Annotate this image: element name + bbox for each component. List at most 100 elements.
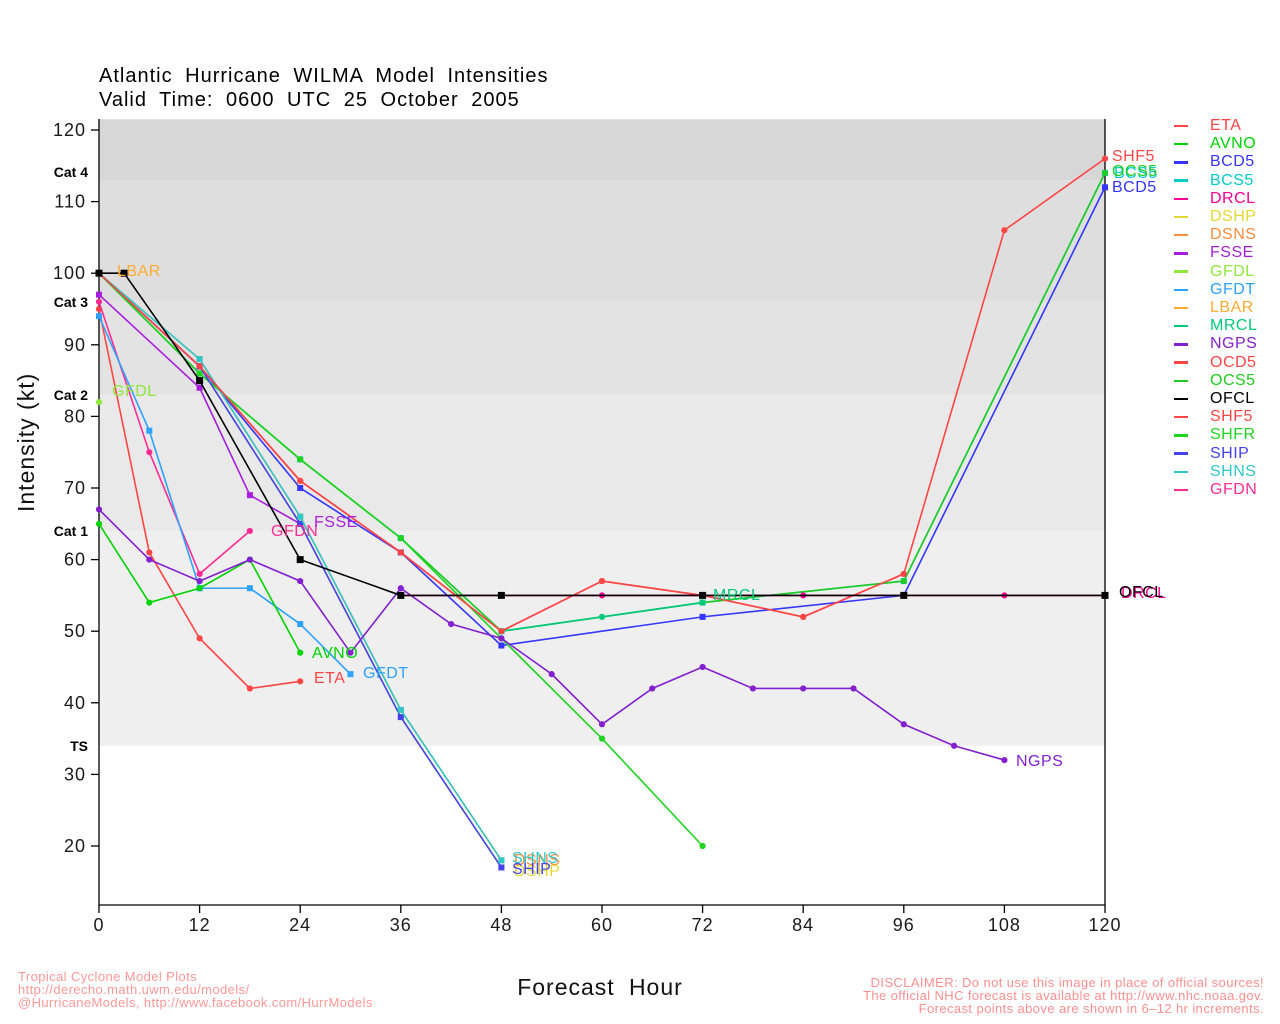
legend-swatch-SHFR bbox=[1174, 434, 1188, 437]
legend-item-AVNO: AVNO bbox=[1174, 135, 1256, 153]
series-NGPS-point-h60 bbox=[598, 721, 606, 728]
legend-label-GFDT: GFDT bbox=[1210, 280, 1256, 298]
series-NGPS-point-h24 bbox=[297, 577, 304, 585]
plot-label-NGPS: NGPS bbox=[1016, 753, 1063, 770]
plot-label-BCS5: BCS5 bbox=[1114, 165, 1158, 182]
legend-swatch-SHF5 bbox=[1174, 415, 1188, 419]
legend-swatch-ETA bbox=[1174, 124, 1188, 128]
y-tick-label-70: 70 bbox=[64, 478, 86, 498]
series-SHNS-point-h36 bbox=[397, 706, 404, 713]
series-BCD5-point-h48 bbox=[498, 642, 505, 649]
series-ETA bbox=[95, 305, 304, 692]
disclaimer-line-2: The official NHC forecast is available a… bbox=[863, 988, 1264, 1003]
series-SHIP-point-h36 bbox=[397, 714, 404, 721]
legend-label-NGPS: NGPS bbox=[1210, 335, 1258, 353]
legend-item-GFDN: GFDN bbox=[1174, 481, 1257, 499]
disclaimer-text: DISCLAIMER: Do not use this image in pla… bbox=[863, 975, 1264, 1016]
category-label-Cat-4: Cat 4 bbox=[54, 164, 88, 180]
disclaimer-line-3: Forecast points above are shown in 6–12 … bbox=[918, 1001, 1264, 1016]
series-NGPS-point-h84 bbox=[800, 685, 807, 692]
legend-item-BCS5: BCS5 bbox=[1174, 172, 1254, 190]
series-GFDN-line bbox=[98, 301, 251, 576]
chart-title-block: Atlantic Hurricane WILMA Model Intensiti… bbox=[99, 64, 549, 112]
series-SHF5-point-h84 bbox=[800, 613, 807, 620]
series-SHF5-point-h12 bbox=[196, 363, 203, 370]
legend-swatch-NGPS bbox=[1174, 343, 1188, 346]
legend-swatch-DRCL bbox=[1174, 197, 1188, 201]
series-GFDN-point-h6 bbox=[146, 449, 153, 456]
series-MRCL-point-h72 bbox=[699, 599, 706, 606]
series-GFDL bbox=[95, 398, 103, 406]
series-NGPS-point-h96 bbox=[900, 721, 907, 728]
series-BCD5-point-h24 bbox=[297, 485, 304, 491]
series-NGPS-point-h72 bbox=[699, 663, 706, 671]
series-NGPS-point-h42 bbox=[448, 620, 455, 628]
series-NGPS-point-h48 bbox=[498, 635, 505, 642]
credit-line-2: http://derecho.math.uwm.edu/models/ bbox=[18, 982, 250, 997]
legend-item-SHF5: SHF5 bbox=[1174, 408, 1253, 426]
category-label-Cat-2: Cat 2 bbox=[54, 387, 88, 403]
series-OFCL-point-h3 bbox=[120, 269, 128, 277]
series-BCD5-point-h120 bbox=[1102, 184, 1108, 191]
legend-label-SHIP: SHIP bbox=[1210, 444, 1250, 462]
series-OFCL-point-h72 bbox=[699, 591, 707, 599]
series-NGPS-point-h12 bbox=[196, 577, 203, 585]
series-GFDT-point-h24 bbox=[297, 621, 304, 628]
series-SHNS-point-h48 bbox=[498, 857, 505, 864]
legend-swatch-BCD5 bbox=[1174, 161, 1188, 164]
series-FSSE-line bbox=[98, 294, 301, 525]
legend-item-SHFR: SHFR bbox=[1174, 426, 1256, 444]
series-NGPS-point-h108 bbox=[1001, 756, 1008, 764]
series-OFCL-point-h120 bbox=[1101, 591, 1109, 599]
plot-label-OCS5: OCS5 bbox=[1112, 163, 1158, 180]
legend-label-BCD5: BCD5 bbox=[1210, 153, 1255, 171]
series-OFCL bbox=[95, 269, 1109, 599]
series-SHF5-point-h48 bbox=[498, 628, 505, 635]
legend-swatch-SHIP bbox=[1174, 452, 1188, 455]
legend-swatch-GFDL bbox=[1174, 270, 1188, 273]
legend-label-OCD5: OCD5 bbox=[1210, 353, 1257, 371]
series-SHNS-point-h12 bbox=[196, 356, 203, 363]
legend-item-GFDT: GFDT bbox=[1174, 281, 1256, 299]
y-tick-label-80: 80 bbox=[64, 406, 86, 426]
legend-swatch-DSHP bbox=[1174, 215, 1188, 219]
legend-swatch-GFDT bbox=[1174, 288, 1188, 292]
series-SHF5-point-h120 bbox=[1101, 155, 1109, 162]
series-NGPS-point-h36 bbox=[397, 585, 404, 592]
series-NGPS-point-h66 bbox=[649, 685, 656, 692]
series-OCS5-point-h96 bbox=[900, 577, 907, 585]
disclaimer-line-1: DISCLAIMER: Do not use this image in pla… bbox=[870, 975, 1264, 990]
series-FSSE-point-h12 bbox=[196, 384, 203, 391]
series-NGPS-point-h6 bbox=[146, 556, 153, 563]
legend-item-DSHP: DSHP bbox=[1174, 208, 1256, 226]
plot-label-DRCL: DRCL bbox=[1121, 585, 1167, 602]
plot-label-SHNS: SHNS bbox=[512, 850, 558, 867]
series-OFCL-point-h96 bbox=[900, 591, 908, 599]
series-GFDT-point-h30 bbox=[347, 671, 354, 678]
series-FSSE-point-h18 bbox=[246, 492, 253, 499]
series-GFDT-point-h18 bbox=[246, 585, 253, 592]
legend-item-GFDL: GFDL bbox=[1174, 263, 1255, 281]
y-tick-label-30: 30 bbox=[64, 764, 86, 784]
series-NGPS-point-h54 bbox=[548, 671, 555, 678]
plot-label-ETA: ETA bbox=[314, 670, 345, 687]
series-SHF5-point-h108 bbox=[1001, 227, 1008, 234]
legend-label-BCS5: BCS5 bbox=[1210, 171, 1254, 189]
series-OFCL-point-h48 bbox=[497, 591, 505, 599]
category-label-TS: TS bbox=[70, 738, 88, 754]
series-GFDL-point-h0 bbox=[95, 398, 103, 406]
series-SHF5-point-h96 bbox=[900, 570, 907, 578]
legend-label-MRCL: MRCL bbox=[1210, 317, 1258, 335]
y-tick-label-40: 40 bbox=[64, 693, 86, 713]
x-tick-label-48: 48 bbox=[490, 915, 512, 935]
legend-item-DRCL: DRCL bbox=[1174, 190, 1256, 208]
y-tick-label-90: 90 bbox=[64, 335, 86, 355]
series-SHFR-point-h60 bbox=[598, 735, 606, 742]
series-SHF5-point-h36 bbox=[397, 549, 404, 556]
legend-label-GFDN: GFDN bbox=[1210, 481, 1258, 498]
series-OFCL-point-h24 bbox=[296, 556, 304, 564]
x-tick-label-72: 72 bbox=[692, 915, 714, 935]
series-OFCL-point-h12 bbox=[196, 377, 204, 385]
x-tick-label-0: 0 bbox=[93, 915, 104, 935]
legend-label-SHF5: SHF5 bbox=[1210, 408, 1253, 426]
